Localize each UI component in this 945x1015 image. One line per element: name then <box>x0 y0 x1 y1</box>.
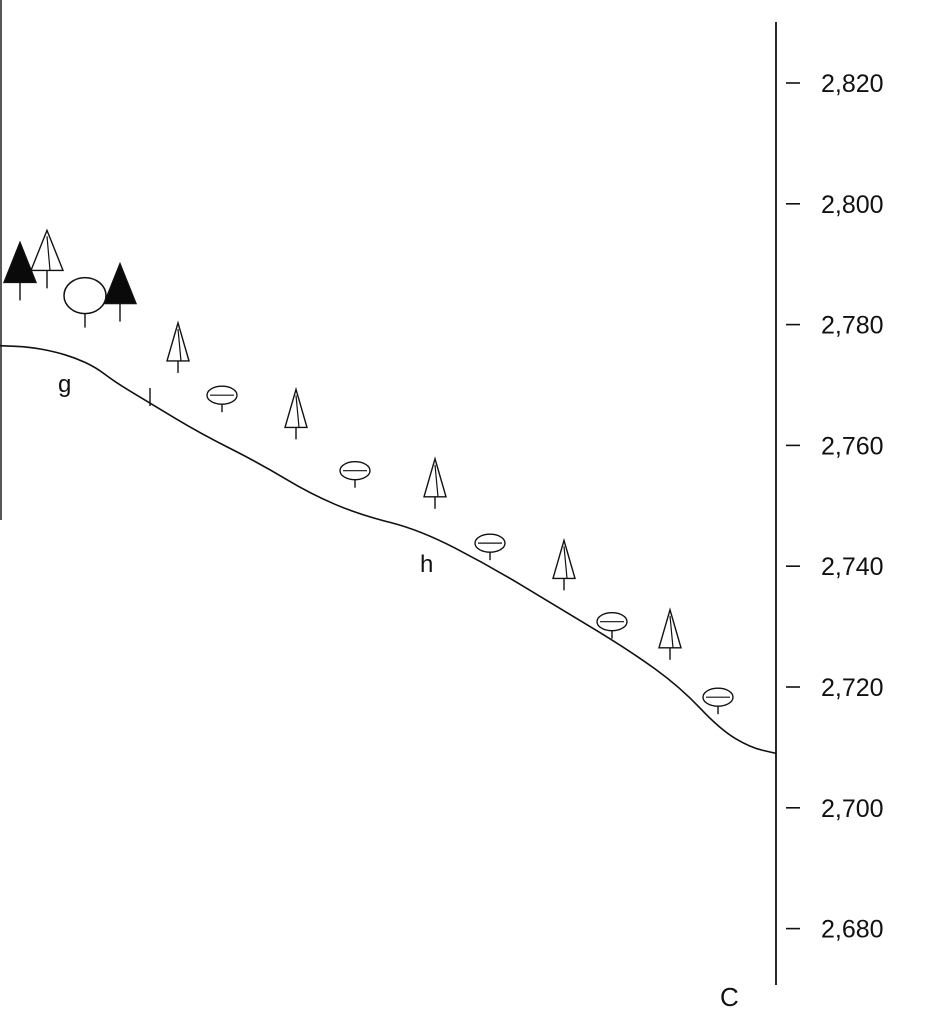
conifer-shade-line <box>295 395 300 428</box>
round-tree-icon <box>63 276 107 328</box>
conifer-crown <box>658 607 682 649</box>
axis-tick-label: 2,700 <box>821 795 884 823</box>
axis-tick-label: 2,740 <box>821 553 884 581</box>
light-conifer-icon <box>284 386 308 440</box>
light-conifer-icon <box>552 537 576 591</box>
axis-tick-label: 2,720 <box>821 674 884 702</box>
elevation-axis-ticks: 2,820 2,800 2,780 2,760 2,740 2,720 2,700 2,680 <box>786 70 884 944</box>
conifer-shade-line <box>434 464 439 497</box>
conifer-crown <box>2 240 38 284</box>
conifer-shade-line <box>46 236 51 271</box>
light-conifer-icon <box>29 228 65 289</box>
conifer-crown <box>166 320 190 362</box>
light-conifer-icon <box>658 607 682 660</box>
axis-tick-label: 2,760 <box>821 432 884 460</box>
dark-conifer-icon <box>102 261 138 322</box>
vegetation-layer <box>2 228 734 715</box>
shrub-icon <box>474 533 506 561</box>
conifer-shade-line <box>669 615 674 648</box>
axis-tick-label: 2,800 <box>821 191 884 219</box>
shrub-icon <box>596 612 628 639</box>
conifer-shade-line <box>177 328 182 361</box>
conifer-crown <box>102 261 138 305</box>
shrub-icon <box>339 461 371 488</box>
conifer-crown <box>552 537 576 580</box>
terrain-profile-line <box>0 344 777 755</box>
shrub-icon <box>206 385 238 413</box>
conifer-crown <box>423 456 447 498</box>
axis-tick-label: 2,680 <box>821 916 884 944</box>
dark-conifer-icon <box>2 240 38 301</box>
point-label-g: g <box>58 371 71 398</box>
axis-tick-label: 2,820 <box>821 70 884 98</box>
corner-label-c: C <box>720 982 739 1012</box>
point-label-h: h <box>420 551 433 578</box>
light-conifer-icon <box>166 320 190 373</box>
conifer-shade-line <box>563 546 568 579</box>
conifer-crown <box>284 386 308 429</box>
axis-tick-label: 2,780 <box>821 312 884 340</box>
light-conifer-icon <box>423 456 447 509</box>
shrub-icon <box>702 687 734 715</box>
tree-crown <box>63 276 107 315</box>
